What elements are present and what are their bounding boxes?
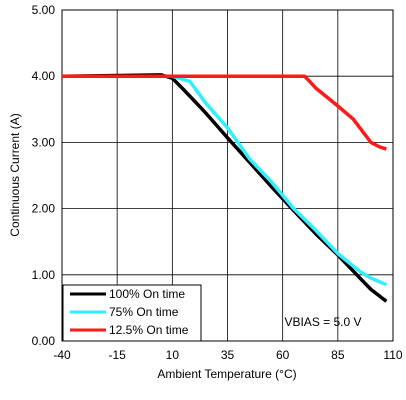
x-tick-label: 60 — [276, 348, 290, 362]
legend-label-75: 75% On time — [109, 305, 179, 319]
series-line-0 — [61, 73, 388, 303]
y-tick-label: 2.00 — [32, 202, 56, 216]
y-tick-label: 3.00 — [32, 135, 56, 149]
x-tick-label: 35 — [221, 348, 235, 362]
x-tick-label: 85 — [331, 348, 345, 362]
plot-frame — [61, 9, 394, 342]
x-tick-label: -15 — [108, 348, 126, 362]
legend-label-100: 100% On time — [109, 287, 185, 301]
legend-label-12-5: 12.5% On time — [109, 323, 189, 337]
y-tick-label: 0.00 — [32, 334, 56, 348]
series-line-1 — [62, 74, 388, 287]
y-axis-label: Continuous Current (A) — [8, 113, 22, 236]
y-tick-label: 5.00 — [32, 3, 56, 17]
y-tick-label: 1.00 — [32, 268, 56, 282]
x-tick-label: -40 — [53, 348, 71, 362]
x-axis-ticks: -40 -15 10 35 60 85 110 — [53, 348, 403, 362]
y-tick-label: 4.00 — [32, 69, 56, 83]
vbias-annotation: VBIAS = 5.0 V — [284, 315, 361, 329]
series-line-2 — [62, 74, 387, 151]
x-axis-label: Ambient Temperature (°C) — [157, 367, 296, 381]
legend: 100% On time 75% On time 12.5% On time — [62, 284, 202, 342]
series-lines — [61, 73, 388, 303]
x-tick-label: 110 — [383, 348, 402, 362]
y-axis-ticks: 0.00 1.00 2.00 3.00 4.00 5.00 — [32, 3, 56, 348]
x-tick-label: 10 — [166, 348, 180, 362]
